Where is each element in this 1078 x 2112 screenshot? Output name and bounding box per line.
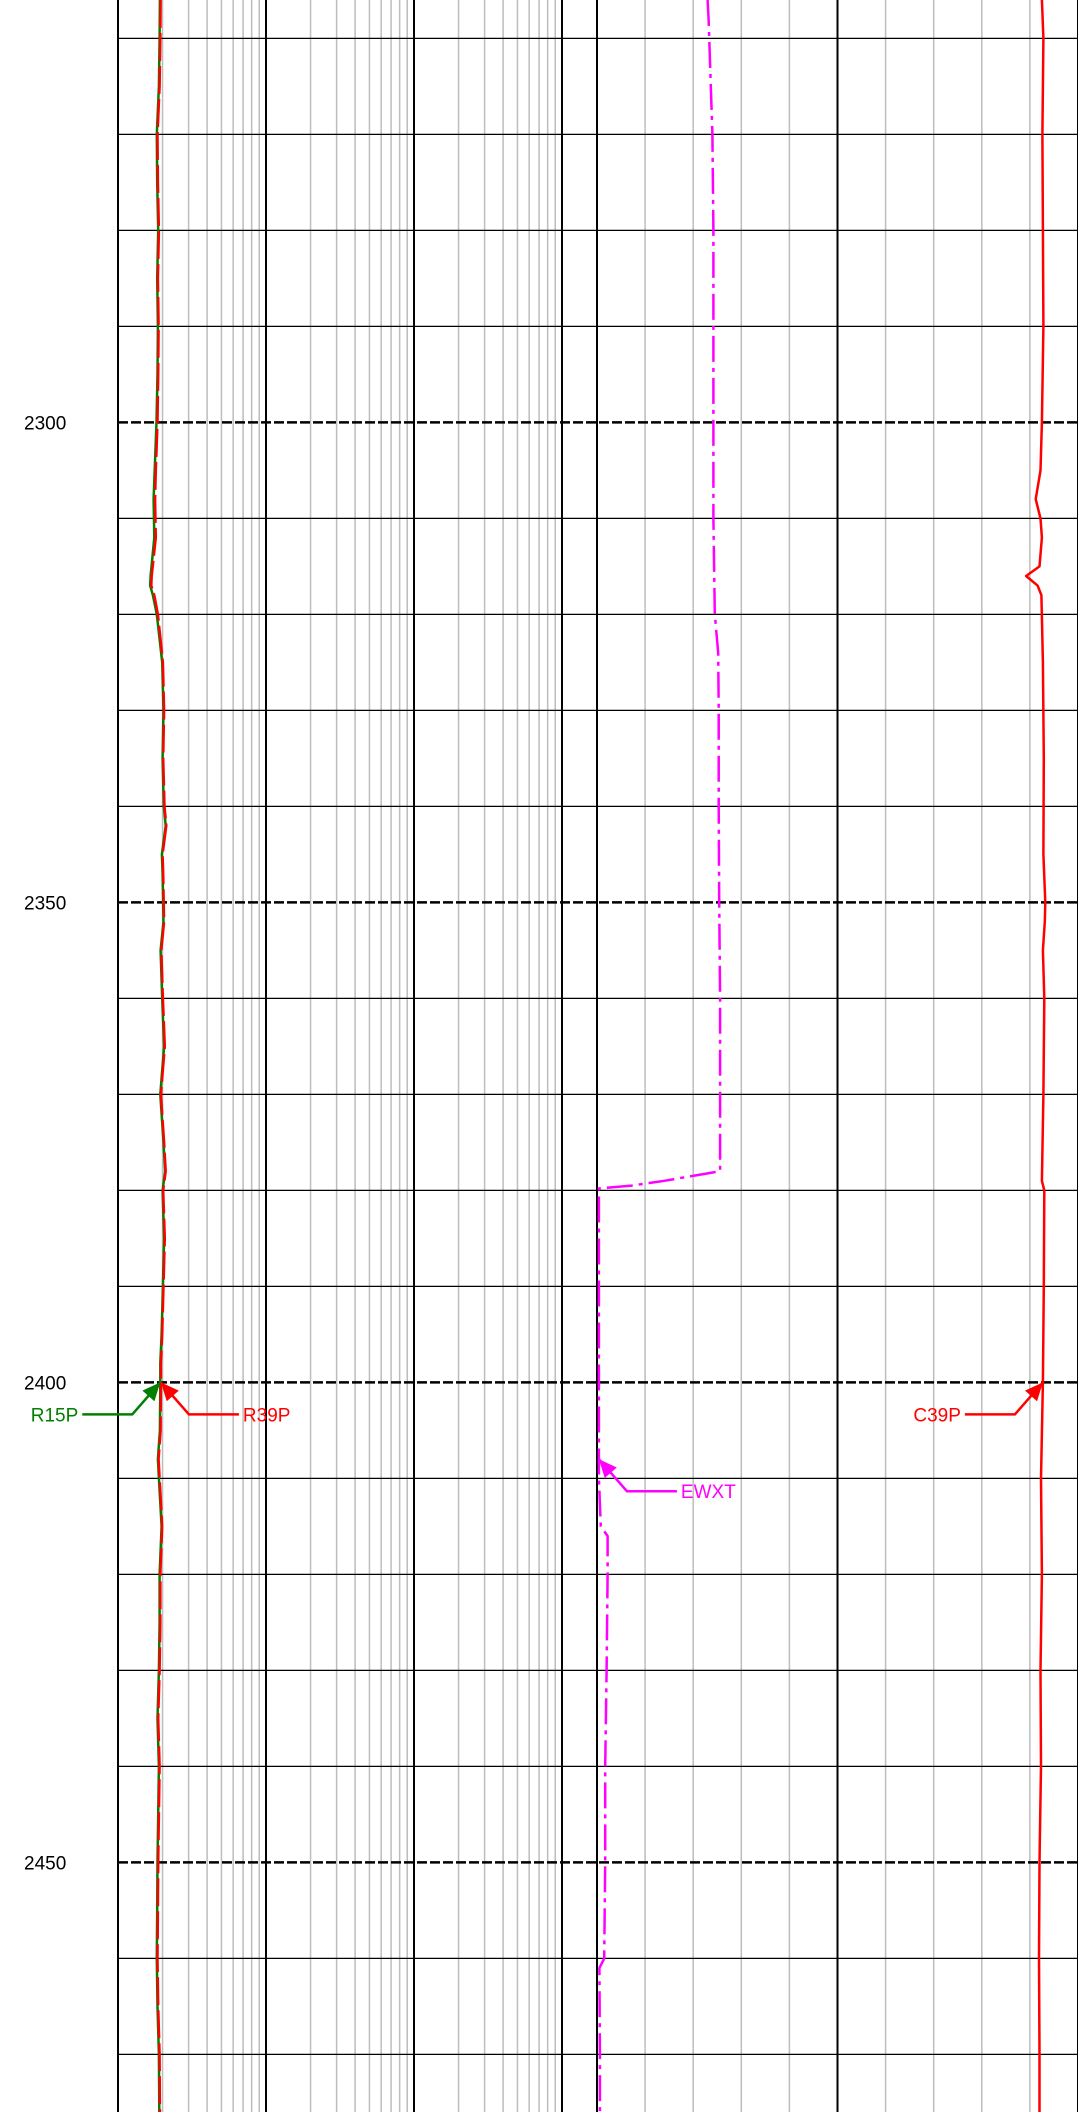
- curve-r39p: [150, 0, 168, 2112]
- annotation-leader-c39p: [964, 1381, 1044, 1416]
- curve-annotations: R15P R39P EWXT C39P: [31, 1381, 1044, 1503]
- depth-axis-labels: 2300 2350 2400 2450: [24, 413, 66, 1874]
- annotation-label-r39p: R39P: [243, 1405, 291, 1426]
- annotation-label-ewxt: EWXT: [681, 1482, 736, 1503]
- curve-ewxt: [597, 0, 722, 2112]
- log-curves: [148, 0, 1047, 2112]
- annotation-arrow-c39p: [1025, 1382, 1043, 1402]
- log-grid: [117, 0, 1078, 2112]
- depth-tick-label: 2400: [24, 1373, 66, 1394]
- annotation-leader-ewxt: [597, 1458, 677, 1493]
- annotation-leader-r15p: [82, 1381, 162, 1416]
- depth-tick-label: 2350: [24, 893, 66, 914]
- annotation-arrow-r39p: [160, 1382, 179, 1402]
- depth-tick-label: 2300: [24, 413, 66, 434]
- curve-c39p: [1024, 0, 1047, 2112]
- annotation-label-r15p: R15P: [31, 1405, 79, 1426]
- annotation-arrow-r15p: [142, 1382, 161, 1402]
- annotation-label-c39p: C39P: [913, 1405, 961, 1426]
- annotation-arrow-ewxt: [598, 1459, 617, 1479]
- annotation-leader-r39p: [159, 1381, 239, 1416]
- depth-tick-label: 2450: [24, 1853, 66, 1874]
